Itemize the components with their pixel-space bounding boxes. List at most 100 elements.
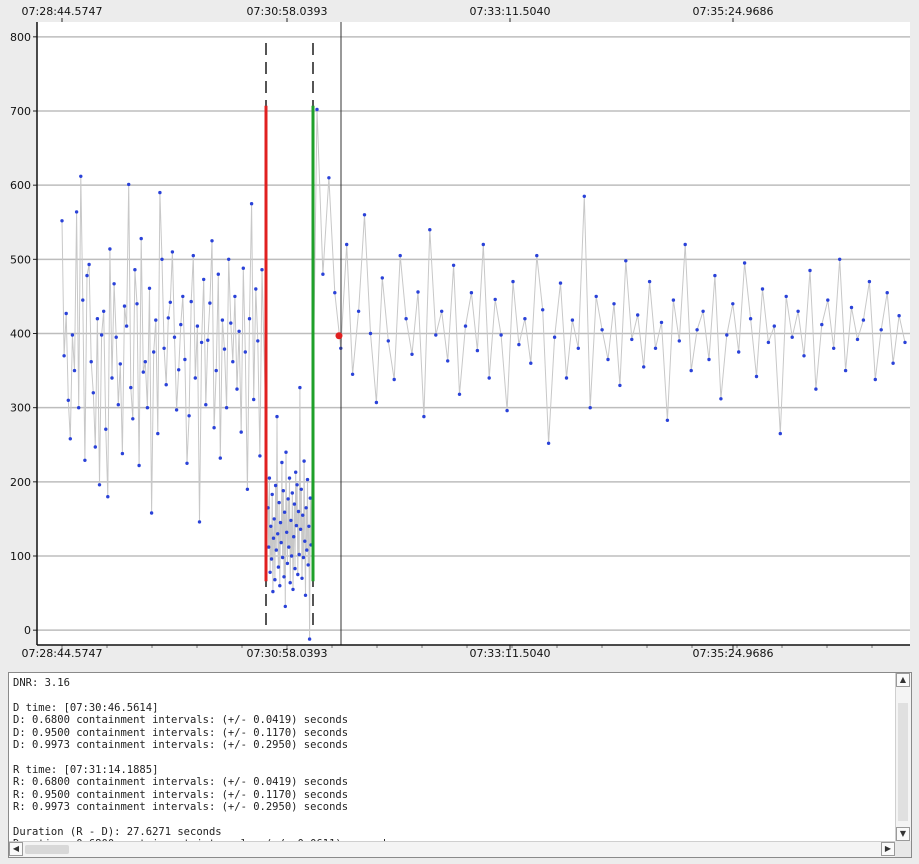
vertical-scroll-thumb[interactable] xyxy=(898,703,908,821)
data-point xyxy=(362,213,367,217)
data-point xyxy=(189,299,193,304)
data-point xyxy=(72,368,77,373)
data-point xyxy=(193,376,197,380)
data-point xyxy=(183,357,187,362)
data-point xyxy=(404,317,408,321)
data-point xyxy=(249,202,254,206)
data-point xyxy=(287,545,291,549)
data-point xyxy=(208,301,212,305)
scroll-left-button[interactable]: ◀ xyxy=(9,842,23,856)
data-point xyxy=(269,524,273,528)
vertical-scrollbar[interactable]: ▲ ▼ xyxy=(895,673,911,841)
data-point xyxy=(181,294,185,299)
data-point xyxy=(162,346,166,350)
data-point xyxy=(62,354,66,358)
data-point xyxy=(141,370,145,374)
data-point xyxy=(74,210,79,214)
scroll-right-button[interactable]: ▶ xyxy=(881,842,895,856)
data-point xyxy=(897,314,901,318)
data-point xyxy=(227,257,231,261)
data-point xyxy=(790,335,794,339)
data-point xyxy=(106,495,110,499)
data-point xyxy=(683,242,687,247)
log-line xyxy=(13,813,891,825)
data-point xyxy=(85,273,89,278)
data-point xyxy=(233,294,237,299)
log-line: Duration (R - D): 27.6271 seconds xyxy=(13,825,222,838)
plot-panel[interactable]: 0 100 200 300 400 500 600 700 800 07:28:44.5747 07… xyxy=(0,0,919,663)
data-point xyxy=(879,328,883,332)
data-point xyxy=(843,368,848,373)
data-point xyxy=(772,324,776,328)
data-point xyxy=(546,441,551,445)
log-line: R: 0.6800 containment intervals: (+/- 0.… xyxy=(13,776,349,789)
data-point xyxy=(108,247,112,251)
data-point xyxy=(118,362,123,366)
horizontal-scroll-thumb[interactable] xyxy=(25,845,69,854)
data-point xyxy=(737,350,741,354)
data-point xyxy=(463,324,468,328)
data-point xyxy=(701,309,705,313)
data-point xyxy=(154,318,158,322)
data-point xyxy=(279,540,283,545)
data-point xyxy=(260,268,264,272)
data-point xyxy=(282,510,287,514)
scroll-up-button[interactable]: ▲ xyxy=(896,673,910,687)
data-point xyxy=(333,291,337,295)
data-point xyxy=(446,359,450,363)
data-point xyxy=(778,431,782,436)
data-point xyxy=(281,489,285,493)
data-point xyxy=(303,593,308,597)
data-point xyxy=(422,414,426,419)
data-point xyxy=(278,520,283,525)
scroll-down-button[interactable]: ▼ xyxy=(896,827,910,841)
data-point xyxy=(129,385,133,390)
data-point xyxy=(297,552,301,557)
y-tick-label: 700 xyxy=(10,105,31,118)
data-point xyxy=(814,387,818,391)
data-point xyxy=(229,321,233,325)
data-point xyxy=(487,376,491,380)
data-point xyxy=(754,374,759,379)
data-point xyxy=(210,239,214,243)
data-point xyxy=(564,376,569,380)
data-point xyxy=(156,431,160,436)
data-point xyxy=(187,414,191,418)
data-point xyxy=(832,346,836,350)
data-point xyxy=(283,604,287,609)
log-panel[interactable]: DNR: 3.16 D time: [07:30:46.5614] D: 0.680… xyxy=(8,672,912,858)
scatter-chart[interactable]: 0 100 200 300 400 500 600 700 800 07:28:44.5747 07… xyxy=(0,0,919,663)
data-point xyxy=(301,555,306,560)
data-point xyxy=(760,287,765,291)
data-point xyxy=(541,308,545,312)
log-line: R: 0.9500 containment intervals: (+/- 0.… xyxy=(13,788,349,801)
data-point xyxy=(278,584,282,588)
data-point xyxy=(133,268,137,272)
data-point xyxy=(285,561,290,566)
data-point xyxy=(97,483,102,487)
data-point xyxy=(392,377,396,382)
data-point xyxy=(307,524,311,528)
data-point xyxy=(434,333,438,337)
data-point xyxy=(267,476,272,480)
data-point xyxy=(231,360,235,364)
data-point xyxy=(282,575,286,579)
x-tick-label: 07:35:24.9686 xyxy=(693,647,774,660)
data-point xyxy=(305,548,309,552)
log-line: D: 0.9500 containment intervals: (+/- 0.… xyxy=(13,726,349,739)
data-point xyxy=(416,290,420,294)
data-point xyxy=(891,361,895,365)
data-point xyxy=(511,279,515,284)
horizontal-scrollbar[interactable]: ◀ ▶ xyxy=(9,841,895,857)
data-point xyxy=(647,279,652,284)
y-tick-label: 400 xyxy=(10,328,31,341)
data-point xyxy=(222,347,227,351)
data-point xyxy=(535,253,539,258)
data-point xyxy=(294,523,299,528)
data-point xyxy=(276,565,281,569)
data-point xyxy=(796,309,800,313)
y-tick-label: 500 xyxy=(10,253,31,266)
data-point xyxy=(271,536,276,540)
data-point xyxy=(386,339,390,343)
y-tick-label: 300 xyxy=(10,402,31,415)
